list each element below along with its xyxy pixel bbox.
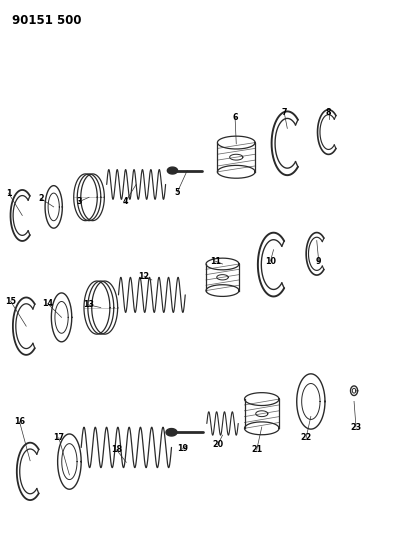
Text: 14: 14: [42, 299, 53, 308]
Text: 8: 8: [326, 108, 331, 117]
Text: 4: 4: [123, 197, 128, 206]
Text: 22: 22: [301, 433, 312, 442]
Text: 7: 7: [281, 108, 287, 117]
Text: 17: 17: [53, 433, 64, 442]
Text: 12: 12: [138, 272, 150, 280]
Text: 18: 18: [111, 446, 122, 455]
Text: 11: 11: [210, 257, 221, 265]
Text: 3: 3: [76, 197, 82, 206]
Polygon shape: [167, 167, 178, 174]
Text: 19: 19: [177, 444, 188, 453]
Text: 23: 23: [350, 423, 362, 432]
Text: 13: 13: [83, 300, 94, 309]
Text: 6: 6: [232, 113, 238, 122]
Text: 1: 1: [6, 189, 11, 198]
Text: 10: 10: [265, 257, 276, 265]
Text: 5: 5: [175, 188, 180, 197]
Text: 15: 15: [5, 296, 16, 305]
Text: 16: 16: [14, 417, 25, 426]
Text: 2: 2: [38, 194, 44, 203]
Text: 90151 500: 90151 500: [13, 14, 82, 27]
Text: 21: 21: [251, 446, 262, 455]
Polygon shape: [166, 429, 177, 436]
Text: 20: 20: [212, 440, 223, 449]
Text: 9: 9: [316, 257, 322, 265]
